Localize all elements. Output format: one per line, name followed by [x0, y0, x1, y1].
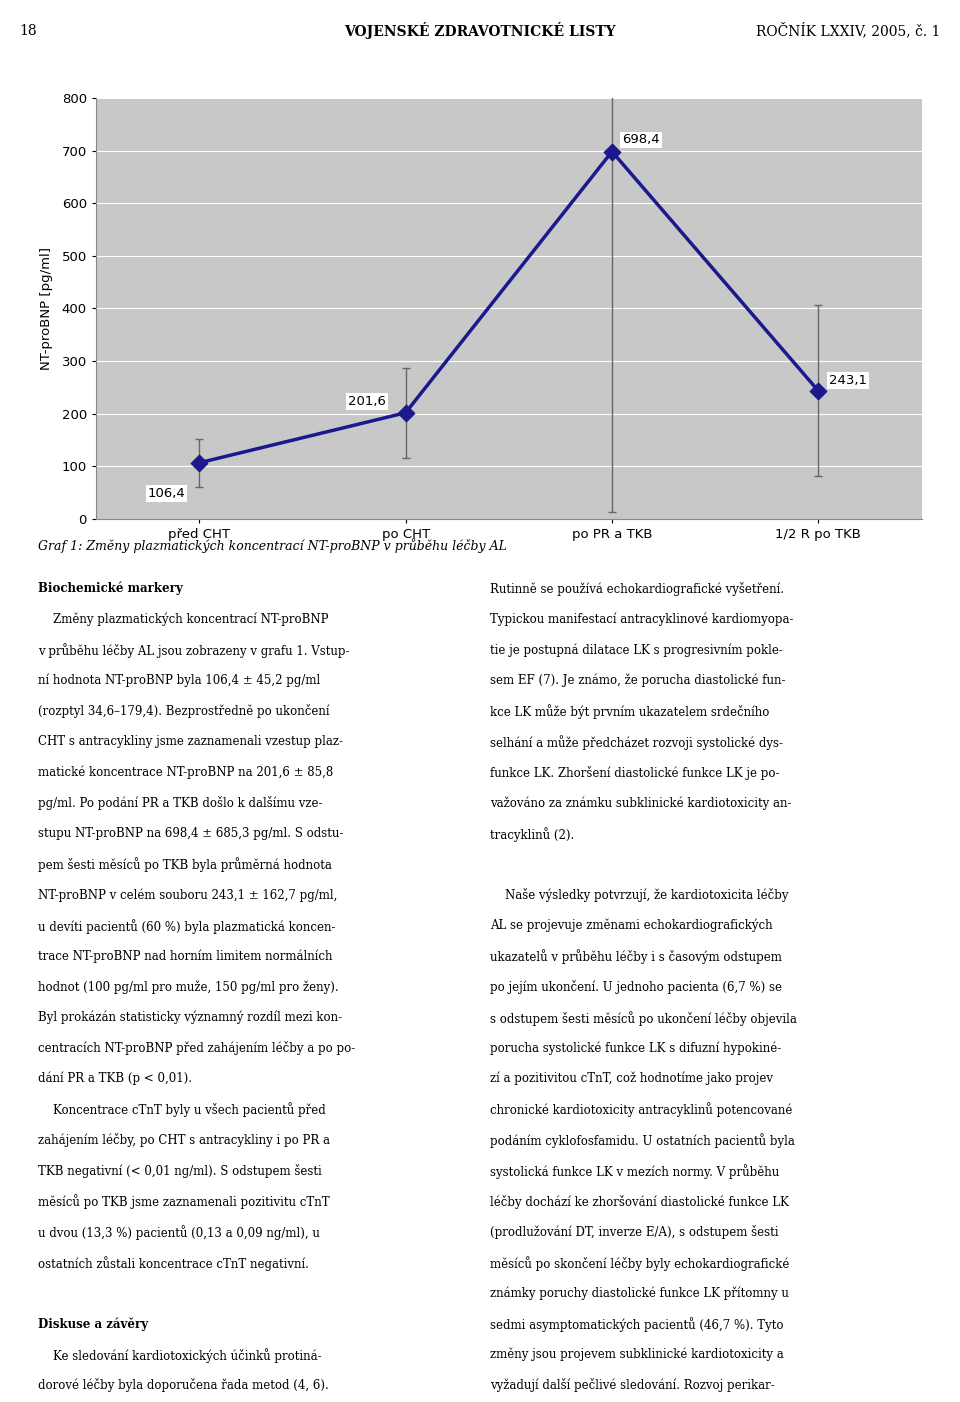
Text: važováno za známku subklinické kardiotoxicity an-: važováno za známku subklinické kardiotox… [490, 796, 791, 810]
Text: podáním cyklofosfamidu. U ostatních pacientů byla: podáním cyklofosfamidu. U ostatních paci… [490, 1133, 795, 1148]
Text: Změny plazmatických koncentrací NT-proBNP: Změny plazmatických koncentrací NT-proBN… [38, 613, 329, 625]
Text: pem šesti měsíců po TKB byla průměrná hodnota: pem šesti měsíců po TKB byla průměrná ho… [38, 858, 332, 872]
Point [191, 451, 207, 474]
Text: zahájením léčby, po CHT s antracykliny i po PR a: zahájením léčby, po CHT s antracykliny i… [38, 1133, 330, 1147]
Text: Diskuse a závěry: Diskuse a závěry [38, 1316, 149, 1330]
Text: v průběhu léčby AL jsou zobrazeny v grafu 1. Vstup-: v průběhu léčby AL jsou zobrazeny v graf… [38, 644, 349, 658]
Text: ROČNÍK LXXIV, 2005, č. 1: ROČNÍK LXXIV, 2005, č. 1 [756, 22, 941, 39]
Text: měsíců po TKB jsme zaznamenali pozitivitu cTnT: měsíců po TKB jsme zaznamenali pozitivit… [38, 1195, 330, 1210]
Text: systolická funkce LK v mezích normy. V průběhu: systolická funkce LK v mezích normy. V p… [490, 1164, 779, 1179]
Text: TKB negativní (< 0,01 ng/ml). S odstupem šesti: TKB negativní (< 0,01 ng/ml). S odstupem… [38, 1164, 323, 1178]
Text: 201,6: 201,6 [348, 395, 386, 408]
Text: centracích NT-proBNP před zahájením léčby a po po-: centracích NT-proBNP před zahájením léčb… [38, 1042, 355, 1056]
Text: zí a pozitivitou cTnT, což hodnotíme jako projev: zí a pozitivitou cTnT, což hodnotíme jak… [490, 1073, 773, 1085]
Text: vyžadují další pečlivé sledování. Rozvoj perikar-: vyžadují další pečlivé sledování. Rozvoj… [490, 1378, 775, 1392]
Text: známky poruchy diastolické funkce LK přítomny u: známky poruchy diastolické funkce LK pří… [490, 1287, 788, 1300]
Text: tracyklinů (2).: tracyklinů (2). [490, 827, 574, 841]
Text: Rutinně se používá echokardiografické vyšetření.: Rutinně se používá echokardiografické vy… [490, 582, 783, 596]
Text: chronické kardiotoxicity antracyklinů potencované: chronické kardiotoxicity antracyklinů po… [490, 1102, 792, 1117]
Text: 18: 18 [19, 24, 36, 38]
Point [810, 380, 826, 402]
Text: Koncentrace cTnT byly u všech pacientů před: Koncentrace cTnT byly u všech pacientů p… [38, 1102, 326, 1117]
Text: NT-proBNP v celém souboru 243,1 ± 162,7 pg/ml,: NT-proBNP v celém souboru 243,1 ± 162,7 … [38, 889, 338, 901]
Text: změny jsou projevem subklinické kardiotoxicity a: změny jsou projevem subklinické kardioto… [490, 1347, 783, 1361]
Text: sem EF (7). Je známo, že porucha diastolické fun-: sem EF (7). Je známo, že porucha diastol… [490, 674, 785, 687]
Text: funkce LK. Zhoršení diastolické funkce LK je po-: funkce LK. Zhoršení diastolické funkce L… [490, 765, 780, 780]
Text: (prodlužování DT, inverze E/A), s odstupem šesti: (prodlužování DT, inverze E/A), s odstup… [490, 1225, 779, 1239]
Text: měsíců po skončení léčby byly echokardiografické: měsíců po skončení léčby byly echokardio… [490, 1256, 789, 1270]
Text: ní hodnota NT-proBNP byla 106,4 ± 45,2 pg/ml: ní hodnota NT-proBNP byla 106,4 ± 45,2 p… [38, 674, 321, 687]
Text: matické koncentrace NT-proBNP na 201,6 ± 85,8: matické koncentrace NT-proBNP na 201,6 ±… [38, 765, 334, 780]
Text: ukazatelů v průběhu léčby i s časovým odstupem: ukazatelů v průběhu léčby i s časovým od… [490, 949, 781, 965]
Text: 106,4: 106,4 [148, 486, 185, 499]
Text: pg/ml. Po podání PR a TKB došlo k dalšímu vze-: pg/ml. Po podání PR a TKB došlo k dalším… [38, 796, 323, 810]
Text: Byl prokázán statisticky významný rozdíl mezi kon-: Byl prokázán statisticky významný rozdíl… [38, 1011, 343, 1025]
Text: dorové léčby byla doporučena řada metod (4, 6).: dorové léčby byla doporučena řada metod … [38, 1378, 329, 1392]
Text: léčby dochází ke zhoršování diastolické funkce LK: léčby dochází ke zhoršování diastolické … [490, 1195, 788, 1209]
Text: stupu NT-proBNP na 698,4 ± 685,3 pg/ml. S odstu-: stupu NT-proBNP na 698,4 ± 685,3 pg/ml. … [38, 827, 344, 840]
Text: selhání a může předcházet rozvoji systolické dys-: selhání a může předcházet rozvoji systol… [490, 735, 782, 750]
Text: Naše výsledky potvrzují, že kardiotoxicita léčby: Naše výsledky potvrzují, že kardiotoxici… [490, 889, 788, 901]
Text: dání PR a TKB (p < 0,01).: dání PR a TKB (p < 0,01). [38, 1073, 192, 1085]
Text: porucha systolické funkce LK s difuzní hypokiné-: porucha systolické funkce LK s difuzní h… [490, 1042, 780, 1054]
Text: AL se projevuje změnami echokardiografických: AL se projevuje změnami echokardiografic… [490, 918, 772, 932]
Text: tie je postupná dilatace LK s progresivním pokle-: tie je postupná dilatace LK s progresivn… [490, 644, 782, 656]
Text: 243,1: 243,1 [828, 374, 867, 387]
Point [397, 401, 413, 423]
Text: ostatních zůstali koncentrace cTnT negativní.: ostatních zůstali koncentrace cTnT negat… [38, 1256, 309, 1270]
Text: u devíti pacientů (60 %) byla plazmatická koncen-: u devíti pacientů (60 %) byla plazmatick… [38, 918, 336, 934]
Text: sedmi asymptomatických pacientů (46,7 %). Tyto: sedmi asymptomatických pacientů (46,7 %)… [490, 1316, 783, 1332]
Text: CHT s antracykliny jsme zaznamenali vzestup plaz-: CHT s antracykliny jsme zaznamenali vzes… [38, 735, 344, 749]
Text: VOJENSKÉ ZDRAVOTNICKÉ LISTY: VOJENSKÉ ZDRAVOTNICKÉ LISTY [345, 22, 615, 39]
Text: s odstupem šesti měsíců po ukončení léčby objevila: s odstupem šesti měsíců po ukončení léčb… [490, 1011, 797, 1026]
Text: kce LK může být prvním ukazatelem srdečního: kce LK může být prvním ukazatelem srdečn… [490, 704, 769, 719]
Text: hodnot (100 pg/ml pro muže, 150 pg/ml pro ženy).: hodnot (100 pg/ml pro muže, 150 pg/ml pr… [38, 980, 339, 994]
Y-axis label: NT-proBNP [pg/ml]: NT-proBNP [pg/ml] [40, 247, 54, 370]
Text: u dvou (13,3 %) pacientů (0,13 a 0,09 ng/ml), u: u dvou (13,3 %) pacientů (0,13 a 0,09 ng… [38, 1225, 321, 1239]
Text: trace NT-proBNP nad horním limitem normálních: trace NT-proBNP nad horním limitem normá… [38, 949, 333, 963]
Text: Biochemické markery: Biochemické markery [38, 582, 183, 596]
Text: Graf 1: Změny plazmatických koncentrací NT-proBNP v průběhu léčby AL: Graf 1: Změny plazmatických koncentrací … [38, 538, 507, 554]
Text: Ke sledování kardiotoxických účinků protiná-: Ke sledování kardiotoxických účinků prot… [38, 1347, 322, 1363]
Point [605, 140, 620, 163]
Text: Typickou manifestací antracyklinové kardiomyopa-: Typickou manifestací antracyklinové kard… [490, 613, 793, 625]
Text: po jejím ukončení. U jednoho pacienta (6,7 %) se: po jejím ukončení. U jednoho pacienta (6… [490, 980, 781, 994]
Text: (rozptyl 34,6–179,4). Bezprostředně po ukončení: (rozptyl 34,6–179,4). Bezprostředně po u… [38, 704, 330, 718]
Text: 698,4: 698,4 [622, 133, 660, 146]
